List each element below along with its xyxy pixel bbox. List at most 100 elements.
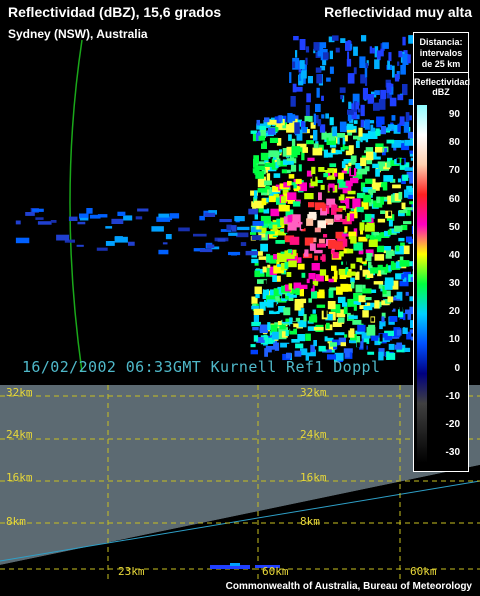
echo-cell <box>348 162 352 167</box>
echo-cell <box>385 255 392 259</box>
echo-cell <box>252 221 264 226</box>
echo-gap <box>350 306 354 315</box>
echo-cell <box>245 250 258 256</box>
echo-cell <box>259 324 268 334</box>
echo-cell <box>252 168 260 174</box>
echo-cell <box>297 334 306 342</box>
echo-cell <box>372 47 375 54</box>
echo-cell <box>289 328 297 335</box>
echo-cell <box>97 214 108 218</box>
echo-cell <box>275 240 285 244</box>
echo-gap <box>342 210 346 219</box>
echo-cell <box>319 42 327 49</box>
echo-cell <box>409 201 414 205</box>
echo-cell <box>270 208 280 217</box>
echo-cell <box>369 235 375 240</box>
echo-cell <box>384 281 393 290</box>
echo-cell <box>260 215 271 224</box>
echo-cell <box>319 269 327 276</box>
echo-cell <box>406 185 413 192</box>
echo-cell <box>334 352 344 361</box>
echo-cell <box>284 160 294 165</box>
echo-cell <box>277 253 287 263</box>
echo-cell <box>352 198 361 208</box>
echo-cell <box>355 284 363 293</box>
echo-cell <box>340 95 344 100</box>
echo-cell <box>371 182 382 191</box>
echo-cell <box>303 314 307 322</box>
echo-cell <box>264 348 268 357</box>
echo-cell <box>284 250 291 255</box>
echo-cell <box>317 291 325 299</box>
echo-cell <box>288 283 293 290</box>
echo-cell <box>282 189 289 196</box>
echo-cell <box>313 48 316 54</box>
echo-cell <box>341 170 347 174</box>
echo-cell <box>326 175 336 180</box>
echo-cell <box>361 259 367 264</box>
echo-cell <box>360 230 364 235</box>
echo-cell <box>320 256 326 260</box>
echo-cell <box>385 250 395 256</box>
echo-cell <box>305 57 308 65</box>
legend-tick-label: 0 <box>454 362 460 374</box>
echo-cell <box>314 255 318 261</box>
echo-cell <box>364 166 370 172</box>
echo-cell <box>258 233 266 238</box>
echo-cell <box>322 349 332 353</box>
echo-cell <box>362 310 369 318</box>
echo-cell <box>396 329 402 336</box>
footer: Commonwealth of Australia, Bureau of Met… <box>0 579 480 596</box>
echo-cell <box>373 231 380 236</box>
echo-gap <box>399 302 403 312</box>
echo-cell <box>380 89 387 100</box>
echo-cell <box>252 132 257 142</box>
echo-cell <box>76 244 84 247</box>
echo-cell <box>295 288 300 295</box>
echo-cell <box>329 50 333 60</box>
echo-cell <box>277 231 285 236</box>
echo-cell <box>156 216 171 222</box>
echo-cell <box>273 194 280 198</box>
echo-cell <box>259 125 267 133</box>
echo-cell <box>345 267 349 275</box>
legend-tick-label: -30 <box>445 447 460 458</box>
echo-cell <box>346 213 351 222</box>
echo-cell <box>402 174 409 181</box>
echo-cell <box>328 239 337 249</box>
echo-cell <box>250 130 258 134</box>
echo-cell <box>337 317 345 323</box>
echo-cell <box>382 285 387 295</box>
echo-cell <box>307 349 316 357</box>
echo-cell <box>253 308 264 315</box>
echo-cell <box>288 134 292 141</box>
echo-cell <box>342 146 349 150</box>
echo-cell <box>300 298 307 304</box>
echo-cell <box>267 322 271 330</box>
echo-cell <box>287 226 297 231</box>
echo-cell <box>337 296 346 303</box>
echo-cell <box>256 273 265 277</box>
echo-gap <box>271 349 275 355</box>
echo-cell <box>350 281 355 289</box>
echo-cell <box>114 236 123 240</box>
echo-cell <box>258 256 268 260</box>
echo-cell <box>300 70 307 79</box>
echo-gap <box>307 343 311 353</box>
echo-cell <box>269 259 277 264</box>
echo-cell <box>310 122 316 129</box>
echo-cell <box>363 305 373 311</box>
echo-gap <box>296 227 300 237</box>
echo-cell <box>294 350 302 357</box>
echo-gap <box>357 212 361 219</box>
echo-cell <box>288 249 292 254</box>
echo-cell <box>318 192 322 201</box>
echo-cell <box>285 295 289 300</box>
echo-cell <box>311 290 317 299</box>
echo-cell <box>321 131 327 140</box>
echo-cell <box>275 184 282 191</box>
echo-gap <box>362 256 366 262</box>
echo-cell <box>302 147 308 153</box>
echo-cell <box>217 238 226 242</box>
echo-cell <box>410 320 413 329</box>
